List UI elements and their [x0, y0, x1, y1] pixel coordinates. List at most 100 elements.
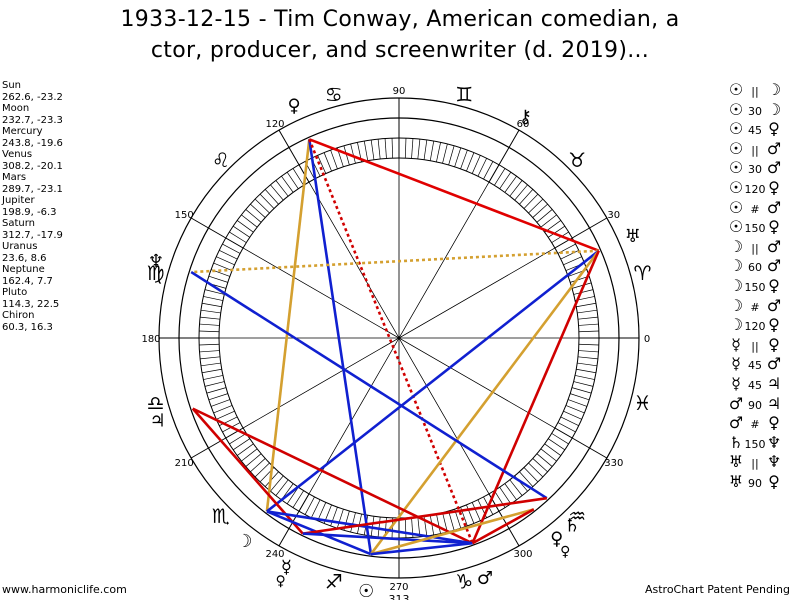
degree-tick	[236, 443, 254, 456]
degree-tick	[199, 323, 220, 326]
aspect-planet-glyph: ☉	[728, 99, 744, 119]
aspect-line	[369, 249, 600, 555]
aspect-row: ☽150 ♀	[728, 276, 782, 296]
aspect-row: ☿ 45 ♃	[728, 374, 782, 394]
aspect-line	[308, 138, 474, 544]
planet-chiron-icon: ⚷	[519, 106, 532, 127]
zodiac-sign-icon: ♍	[147, 261, 165, 285]
aspect-type: 45	[748, 124, 762, 138]
planet-name-venus: Venus	[2, 149, 33, 160]
degree-tick	[576, 302, 597, 308]
degree-tick	[292, 168, 304, 186]
degree-tick	[317, 155, 327, 174]
degree-tick	[429, 140, 435, 161]
aspect-planet-glyph: ♅	[728, 471, 744, 491]
degree-tick	[578, 343, 599, 346]
degree-tick	[528, 462, 544, 478]
degree-tick	[330, 149, 338, 169]
degree-tick	[471, 155, 481, 174]
degree-tick	[241, 448, 258, 462]
aspect-line	[471, 250, 600, 544]
degree-tick	[417, 516, 421, 537]
sign-divider	[488, 493, 520, 547]
aspect-type: 90	[748, 398, 762, 412]
degree-label: 90	[393, 86, 406, 97]
sign-divider	[554, 427, 608, 459]
degree-label: 0	[644, 334, 650, 345]
degree-tick	[370, 516, 375, 537]
degree-label: 60	[517, 119, 530, 130]
aspect-row: ☉ # ♂	[728, 198, 782, 218]
degree-label: 330	[604, 458, 623, 469]
aspect-line	[191, 407, 304, 535]
aspect-line	[370, 541, 473, 556]
website-link[interactable]: www.harmoniclife.com	[2, 583, 127, 596]
aspect-planet-glyph: ♂	[766, 158, 782, 178]
degree-tick	[200, 362, 221, 367]
aspect-type: ||	[751, 85, 759, 98]
degree-tick	[203, 375, 224, 380]
degree-tick	[577, 356, 598, 360]
title-line-2: ctor, producer, and screenwriter (d. 201…	[150, 38, 650, 63]
aspect-type: ||	[751, 241, 759, 255]
planet-uranus-icon: ♅	[625, 226, 641, 247]
sign-divider	[278, 129, 310, 183]
degree-tick	[254, 198, 270, 214]
aspect-list: ☉ || ☽ ☉ 30 ☽ ☉ 45 ♀ ☉ || ♂ ☉ 30 ♂ ☉120 ♀ ☉ # ♂ ☉150 ♀ ☽ || ♂ ☽ 60…	[728, 80, 782, 491]
aspect-planet-glyph: ♆	[766, 452, 782, 472]
aspect-planet-glyph: ☉	[728, 177, 744, 197]
zodiac-sign-icon: ♋	[325, 83, 343, 107]
degree-tick	[448, 510, 455, 531]
aspect-row: ☽120 ♀	[728, 315, 782, 335]
aspect-planet-glyph: ☉	[728, 138, 744, 158]
planet-coords-saturn: 312.7, -17.9	[2, 229, 63, 241]
degree-tick	[317, 502, 327, 521]
aspect-line	[302, 496, 548, 535]
chart-extra-label: 313	[389, 593, 410, 600]
degree-tick	[201, 368, 222, 374]
degree-tick	[578, 330, 599, 333]
aspect-planet-glyph: ♂	[728, 393, 744, 413]
degree-tick	[573, 381, 594, 387]
degree-tick	[571, 282, 592, 289]
planet-coords-venus: 308.2, -20.1	[2, 160, 63, 172]
degree-tick	[499, 487, 512, 505]
aspect-row: ☽ || ♂	[728, 237, 782, 257]
degree-tick	[404, 138, 407, 159]
degree-tick	[208, 393, 228, 401]
degree-label: 270	[389, 582, 408, 593]
zodiac-sign-icon: ♓	[633, 391, 651, 415]
degree-tick	[578, 323, 599, 326]
degree-tick	[377, 516, 381, 537]
degree-tick	[250, 203, 266, 218]
degree-tick	[254, 462, 270, 478]
degree-tick	[343, 145, 350, 166]
aspect-row: ☉ 30 ☽	[728, 100, 782, 120]
aspect-line	[302, 532, 473, 545]
degree-tick	[203, 296, 224, 301]
degree-tick	[232, 438, 250, 451]
degree-tick	[436, 513, 441, 534]
degree-label: 180	[141, 334, 160, 345]
aspect-type: #	[750, 202, 760, 216]
planet-sun-icon: ☉	[358, 581, 374, 600]
degree-tick	[563, 410, 582, 420]
aspect-line	[191, 249, 599, 274]
degree-tick	[216, 256, 235, 266]
degree-tick	[204, 381, 225, 387]
degree-tick	[504, 175, 517, 193]
planet-coords-mercury: 243.8, -19.6	[2, 137, 63, 149]
sign-divider	[190, 427, 244, 459]
aspect-planet-glyph: ☽	[766, 80, 782, 99]
aspect-row: ♅ 90 ♀	[728, 472, 782, 492]
degree-tick	[565, 405, 585, 414]
degree-tick	[577, 309, 598, 314]
degree-tick	[363, 140, 369, 161]
aspect-planet-glyph: ☿	[731, 354, 741, 374]
degree-label: 300	[513, 549, 532, 560]
planet-name-saturn: Saturn	[2, 218, 36, 229]
degree-tick	[200, 309, 221, 314]
degree-tick	[560, 250, 579, 260]
sign-divider	[488, 129, 520, 183]
degree-tick	[286, 171, 299, 189]
